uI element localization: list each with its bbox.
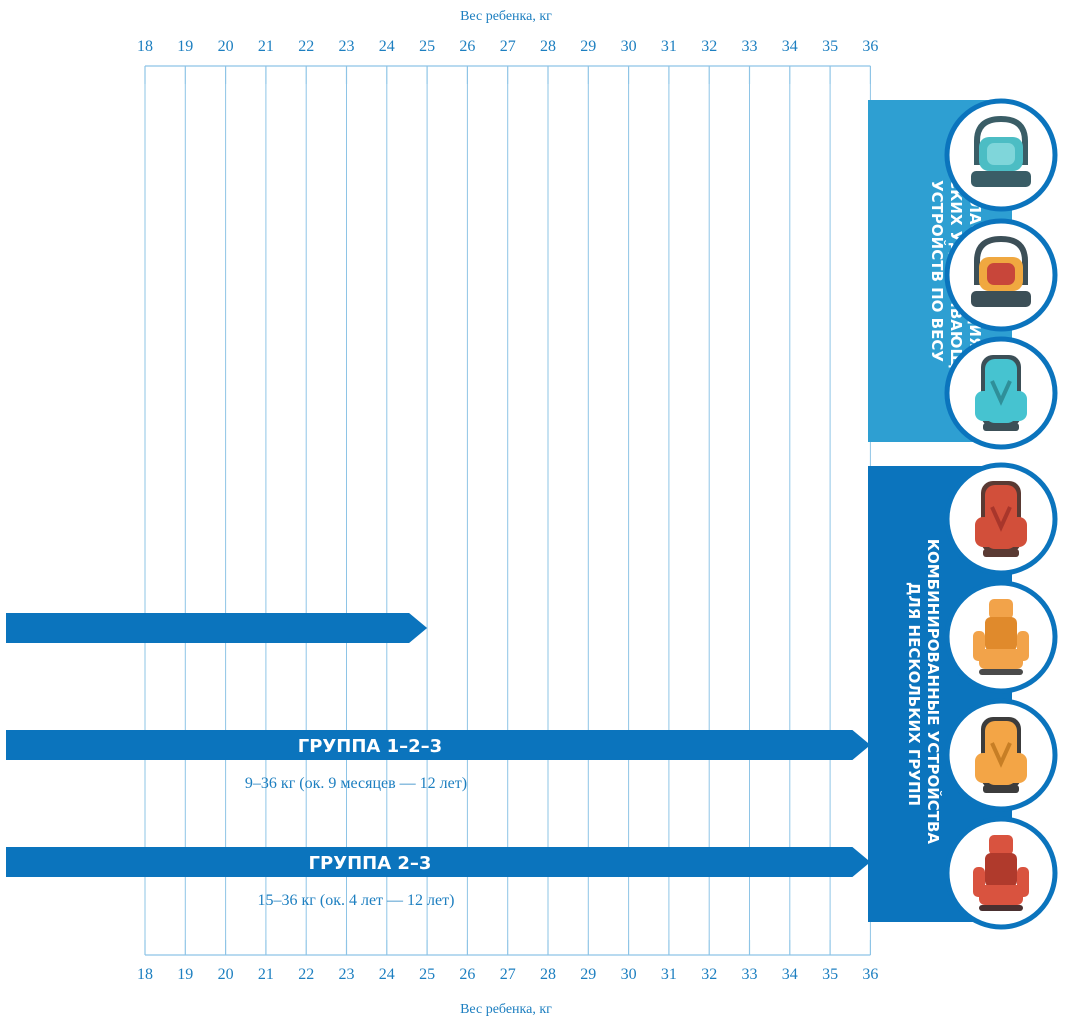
tick-label-bottom: 19: [177, 966, 193, 983]
tick-label-bottom: 24: [379, 966, 395, 983]
bar-subtitle: 9–36 кг (ок. 9 месяцев — 12 лет): [245, 775, 467, 792]
combined-line-1: КОМБИНИРОВАННЫЕ УСТРОЙСТВА: [924, 539, 943, 845]
tick-label-top: 34: [782, 38, 798, 55]
tick-label-bottom: 27: [500, 966, 516, 983]
tick-label-top: 35: [822, 38, 838, 55]
axis-top: 18 19 20 21 22 23 24 25 26 27 28 29 30 31 32 33 34 35 36: [137, 38, 878, 84]
bar-bar-partial: [6, 613, 428, 643]
bar-shape: [6, 730, 871, 760]
tick-label-top: 26: [459, 38, 475, 55]
classification-line-3: УСТРОЙСТВ ПО ВЕСУ: [928, 180, 947, 362]
car-seat-teal-icon: [944, 336, 1058, 450]
bar-group-2-3: ГРУППА 2–3 15–36 кг (ок. 4 лет — 12 лет): [6, 847, 871, 909]
tick-label-top: 31: [661, 38, 677, 55]
axis-title-bottom: Вес ребенка, кг: [460, 1002, 552, 1017]
bar-subtitle: 15–36 кг (ок. 4 лет — 12 лет): [258, 892, 455, 909]
bar-title: ГРУППА 1–2–3: [298, 736, 442, 757]
tick-label-bottom: 25: [419, 966, 435, 983]
axis-title-top: Вес ребенка, кг: [460, 9, 552, 24]
grid-lines: [144, 84, 871, 940]
tick-label-top: 23: [339, 38, 355, 55]
group-bars: ГРУППА 1–2–3 9–36 кг (ок. 9 месяцев — 12 …: [6, 613, 871, 909]
tick-label-bottom: 21: [258, 966, 274, 983]
tick-label-bottom: 36: [862, 966, 878, 983]
tick-label-bottom: 29: [580, 966, 596, 983]
tick-label-bottom: 20: [218, 966, 234, 983]
tick-label-bottom: 18: [137, 966, 153, 983]
tick-label-top: 33: [742, 38, 758, 55]
tick-label-top: 32: [701, 38, 717, 55]
booster-seat-orange-icon: [944, 580, 1058, 694]
tick-label-top: 24: [379, 38, 395, 55]
tick-label-bottom: 31: [661, 966, 677, 983]
tick-label-top: 36: [862, 38, 878, 55]
tick-label-bottom: 26: [459, 966, 475, 983]
booster-seat-red-icon: [944, 816, 1058, 930]
bar-shape: [6, 847, 871, 877]
combined-panel-text: КОМБИНИРОВАННЫЕ УСТРОЙСТВА ДЛЯ НЕСКОЛЬКИ…: [905, 539, 943, 850]
tick-label-bottom: 23: [339, 966, 355, 983]
tick-label-top: 22: [298, 38, 314, 55]
svg-text:КОМБИНИРОВАННЫЕ УСТРОЙСТВА: КОМБИНИРОВАННЫЕ УСТРОЙСТВА ДЛЯ НЕСКОЛЬКИ…: [905, 539, 943, 850]
bar-group-1-2-3: ГРУППА 1–2–3 9–36 кг (ок. 9 месяцев — 12 …: [6, 730, 871, 792]
bar-shape: [6, 613, 428, 643]
tick-label-top: 21: [258, 38, 274, 55]
infant-carrier-orange-icon: [944, 218, 1058, 332]
tick-label-top: 28: [540, 38, 556, 55]
car-seat-orange-icon: [944, 698, 1058, 812]
tick-label-bottom: 34: [782, 966, 798, 983]
tick-label-top: 25: [419, 38, 435, 55]
tick-label-bottom: 22: [298, 966, 314, 983]
tick-label-bottom: 33: [742, 966, 758, 983]
infant-carrier-teal-icon: [944, 98, 1058, 212]
tick-label-top: 27: [500, 38, 516, 55]
tick-label-bottom: 32: [701, 966, 717, 983]
bar-title: ГРУППА 2–3: [309, 853, 432, 874]
tick-label-bottom: 30: [621, 966, 637, 983]
axis-bottom: 18 19 20 21 22 23 24 25 26 27 28 29 30 31 32 33 34 35 36: [137, 940, 878, 983]
tick-label-bottom: 35: [822, 966, 838, 983]
tick-label-bottom: 28: [540, 966, 556, 983]
seat-icons: [944, 98, 1058, 930]
tick-label-top: 18: [137, 38, 153, 55]
car-seat-red-icon: [944, 462, 1058, 576]
tick-label-top: 30: [621, 38, 637, 55]
tick-label-top: 29: [580, 38, 596, 55]
tick-label-top: 20: [218, 38, 234, 55]
tick-label-top: 19: [177, 38, 193, 55]
combined-line-2: ДЛЯ НЕСКОЛЬКИХ ГРУПП: [905, 582, 923, 806]
